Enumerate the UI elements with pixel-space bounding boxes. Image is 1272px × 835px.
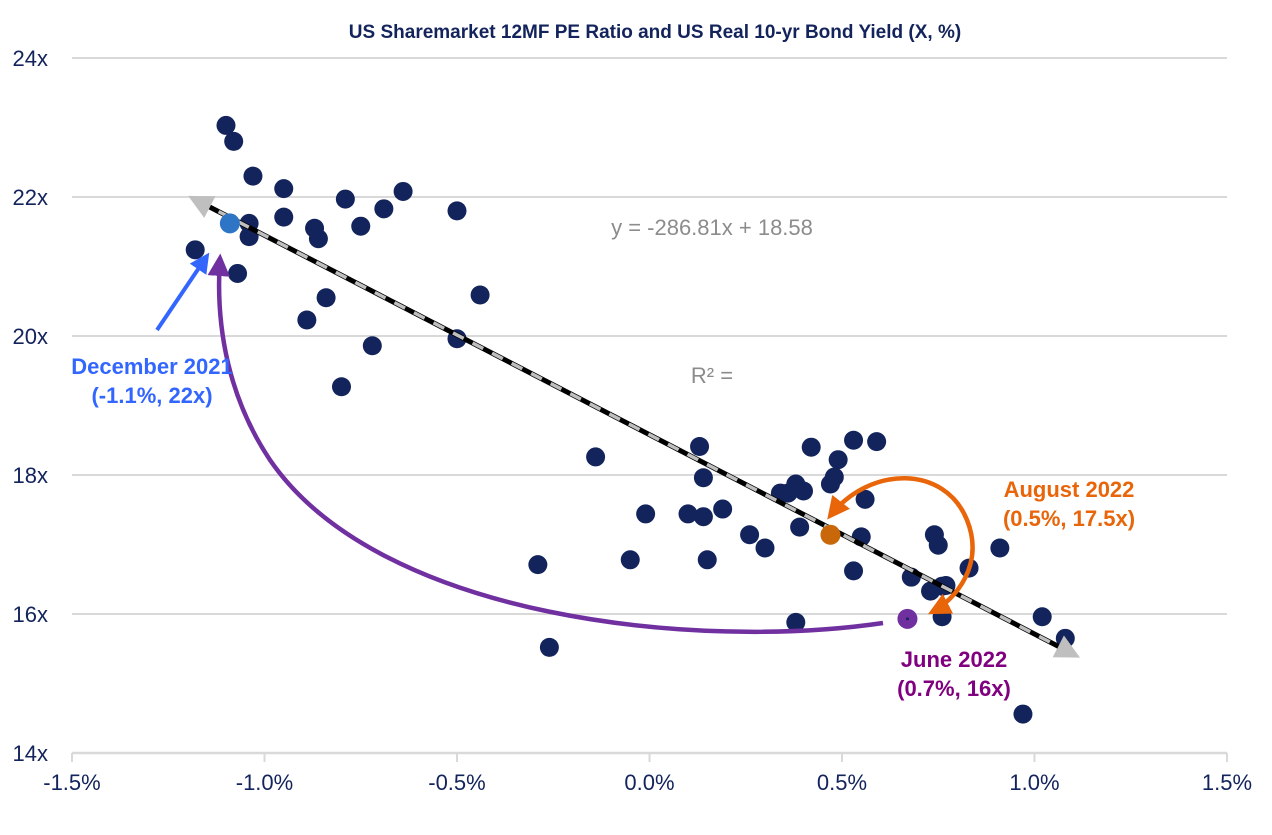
annotation-december-2021: December 2021 (-1.1%, 22x) [71,354,232,408]
x-axis: -1.5% -1.0% -0.5% 0.0% 0.5% 1.0% 1.5% [43,753,1252,795]
data-point [243,166,263,186]
data-point [1032,607,1052,627]
y-tick-label: 20x [13,324,48,349]
data-point [690,437,710,457]
x-tick-label: -0.5% [428,770,485,795]
december-label-line1: December 2021 [71,354,232,379]
data-point [393,181,413,201]
data-point [335,189,355,209]
data-point [713,499,733,519]
highlighted-points [219,213,918,629]
data-points [185,115,1075,724]
data-point [224,131,244,151]
data-point [790,517,810,537]
august-label-line1: August 2022 [1004,477,1135,502]
data-point [990,538,1010,558]
data-point [297,310,317,330]
june-label-line1: June 2022 [901,647,1007,672]
gridlines [72,57,1227,755]
data-point [844,430,864,450]
data-point [216,115,236,135]
x-tick-label: 0.0% [624,770,674,795]
data-point [693,507,713,527]
june-to-august-arrow [827,476,975,615]
data-point [351,216,371,236]
x-tick-label: 0.5% [817,770,867,795]
data-point [801,437,821,457]
data-point [316,288,336,308]
data-point [928,535,948,555]
trendline [188,195,1081,658]
data-point [828,450,848,470]
data-point [867,432,887,452]
august-label-line2: (0.5%, 17.5x) [1003,506,1135,531]
data-point [1013,704,1033,724]
trendline-dash [188,195,1081,658]
data-point [636,504,656,524]
data-point [185,240,205,260]
december-2021-point [219,213,240,234]
data-point [693,468,713,488]
data-point [844,561,864,581]
data-point [274,179,294,199]
data-point [228,263,248,283]
data-point [528,555,548,575]
chart-title: US Sharemarket 12MF PE Ratio and US Real… [349,22,961,43]
data-point [274,207,294,227]
trendline-equation: y = -286.81x + 18.58 [611,215,813,240]
data-point [374,199,394,219]
data-point [697,550,717,570]
june-2022-point-center [905,617,909,621]
y-tick-label: 24x [13,46,48,71]
data-point [332,377,351,397]
y-tick-label: 16x [13,602,48,627]
x-tick-label: -1.5% [43,770,100,795]
data-point [820,474,840,494]
y-tick-label: 18x [13,463,48,488]
data-point [362,336,382,356]
december-label-line2: (-1.1%, 22x) [91,383,212,408]
december-arrow [155,252,210,332]
y-axis: 14x 16x 18x 20x 22x 24x [13,46,48,766]
data-point [755,538,775,558]
y-tick-label: 22x [13,185,48,210]
june-label-line2: (0.7%, 16x) [897,676,1011,701]
data-point [447,201,467,221]
x-tick-label: 1.5% [1202,770,1252,795]
june-to-december-arrow [207,253,884,635]
annotation-june-2022: June 2022 (0.7%, 16x) [897,647,1011,701]
august-2022-point [820,524,841,545]
data-point [470,285,490,305]
x-tick-label: 1.0% [1009,770,1059,795]
data-point [794,481,813,501]
r-squared-label: R² = [691,363,733,388]
data-point [740,525,760,545]
data-point [308,229,328,249]
data-point [620,550,640,570]
y-tick-label: 14x [13,741,48,766]
data-point [586,447,606,467]
annotation-august-2022: August 2022 (0.5%, 17.5x) [1003,477,1135,531]
data-point [539,637,559,657]
x-tick-label: -1.0% [236,770,293,795]
